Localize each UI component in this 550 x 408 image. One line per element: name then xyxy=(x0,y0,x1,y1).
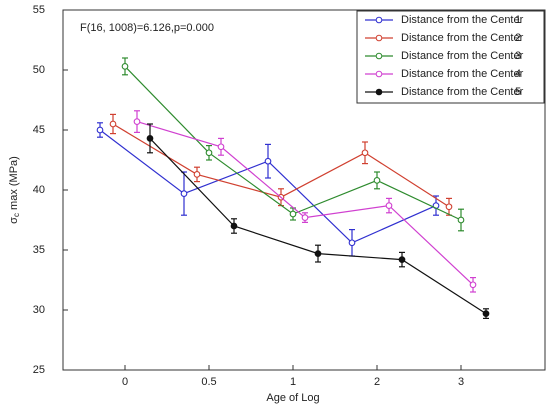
marker xyxy=(348,239,356,247)
y-label-text: max (MPa) xyxy=(8,156,20,213)
x-axis-label: Age of Log xyxy=(266,392,319,404)
legend-marker xyxy=(375,34,383,42)
y-tick-label: 35 xyxy=(33,244,45,256)
legend-marker xyxy=(375,52,383,60)
x-tick-label: 2 xyxy=(374,376,380,388)
y-tick-label: 25 xyxy=(33,364,45,376)
y-label-subscript: c xyxy=(12,213,21,217)
legend-number: 2 xyxy=(515,32,521,44)
legend-marker xyxy=(375,16,383,24)
marker xyxy=(109,120,117,128)
legend-number: 3 xyxy=(515,50,521,62)
legend-box xyxy=(356,10,545,104)
marker xyxy=(301,214,309,221)
series-line xyxy=(136,121,474,286)
y-tick-label: 40 xyxy=(33,184,45,196)
marker xyxy=(133,118,141,125)
marker xyxy=(217,143,225,151)
legend-label: Distance from the Center xyxy=(401,86,524,98)
marker xyxy=(180,190,188,197)
marker xyxy=(205,149,213,157)
marker xyxy=(193,171,201,178)
y-tick-label: 30 xyxy=(33,304,45,316)
marker xyxy=(361,149,369,157)
marker xyxy=(121,63,129,70)
marker xyxy=(230,222,238,230)
series-line xyxy=(149,137,487,315)
legend-label: Distance from the Center xyxy=(401,32,524,44)
legend-label: Distance from the Center xyxy=(401,50,524,62)
marker xyxy=(457,216,465,224)
marker xyxy=(469,281,477,289)
marker xyxy=(146,135,154,142)
y-tick-label: 45 xyxy=(33,124,45,136)
legend-number: 4 xyxy=(515,68,521,80)
marker xyxy=(482,310,490,317)
marker xyxy=(264,157,272,165)
annotation: F(16, 1008)=6.126,p=0.000 xyxy=(80,22,214,34)
marker xyxy=(385,202,393,209)
x-tick-label: 0 xyxy=(122,376,128,388)
legend-number: 1 xyxy=(515,14,521,26)
marker xyxy=(445,203,453,211)
y-tick-label: 50 xyxy=(33,64,45,76)
legend-marker xyxy=(375,70,383,78)
legend-label: Distance from the Center xyxy=(401,68,524,80)
marker xyxy=(314,250,322,257)
legend-marker xyxy=(375,88,383,96)
legend-number: 5 xyxy=(515,86,521,98)
marker xyxy=(289,210,297,218)
y-label-symbol: σ xyxy=(8,217,20,224)
y-tick-label: 55 xyxy=(33,4,45,16)
x-tick-label: 3 xyxy=(458,376,464,388)
x-tick-label: 0.5 xyxy=(201,376,216,388)
marker xyxy=(96,126,104,134)
marker xyxy=(373,177,381,184)
legend-label: Distance from the Center xyxy=(401,14,524,26)
y-axis-label: σc max (MPa) xyxy=(8,156,21,224)
marker xyxy=(398,256,406,263)
x-tick-label: 1 xyxy=(290,376,296,388)
